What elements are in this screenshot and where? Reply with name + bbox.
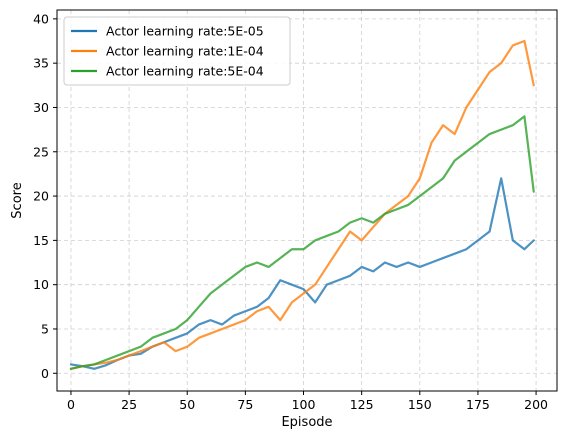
x-tick-label: 100	[292, 397, 316, 412]
y-tick-label: 15	[33, 233, 49, 248]
series-line-3	[69, 115, 535, 370]
y-tick-label: 25	[33, 144, 49, 159]
y-tick-label: 10	[33, 277, 49, 292]
x-tick-label: 0	[67, 397, 75, 412]
x-tick-label: 150	[408, 397, 432, 412]
x-tick-label: 75	[237, 397, 253, 412]
x-axis-label: Episode	[281, 415, 332, 430]
legend-label: Actor learning rate:5E-04	[106, 64, 264, 79]
x-tick-label: 25	[121, 397, 137, 412]
x-tick-label: 125	[350, 397, 374, 412]
legend-label: Actor learning rate:5E-05	[106, 24, 264, 39]
legend-box	[63, 16, 291, 86]
y-tick-label: 35	[33, 56, 49, 71]
axis-ticks: 0 25 50 75 100 125 150 175 200 0 5 10 15 20 25 30 35 40	[33, 11, 548, 412]
y-axis-label: Score	[10, 182, 25, 218]
series-line-2	[69, 39, 535, 370]
legend: Actor learning rate:5E-05 Actor learning …	[63, 16, 291, 86]
x-tick-label: 50	[179, 397, 195, 412]
y-tick-label: 5	[41, 321, 49, 336]
legend-label: Actor learning rate:1E-04	[106, 44, 264, 59]
y-tick-label: 20	[33, 189, 49, 204]
y-tick-label: 0	[41, 366, 49, 381]
series-lines	[69, 39, 535, 370]
x-tick-label: 175	[466, 397, 490, 412]
plot-frame	[56, 9, 558, 392]
y-tick-label: 40	[33, 11, 49, 26]
x-tick-label: 200	[524, 397, 548, 412]
y-tick-label: 30	[33, 100, 49, 115]
